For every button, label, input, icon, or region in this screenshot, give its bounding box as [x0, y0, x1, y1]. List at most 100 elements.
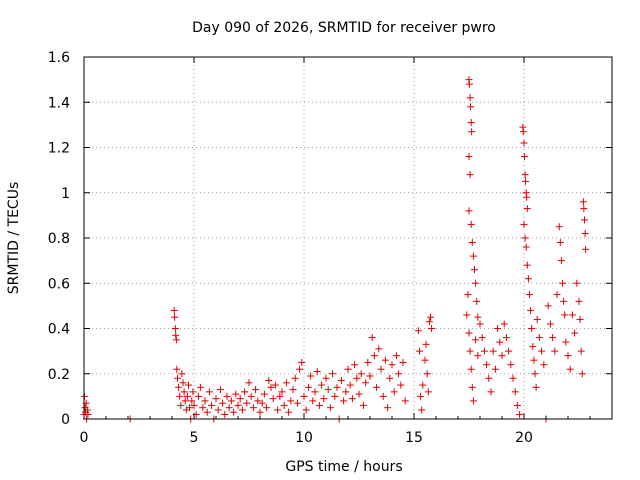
data-point [491, 365, 499, 373]
data-point [465, 80, 473, 88]
y-tick-label: 1.6 [48, 50, 70, 66]
data-point [212, 395, 220, 403]
data-point [566, 365, 574, 373]
data-point [256, 408, 264, 416]
y-tick-label: 1.2 [48, 141, 70, 157]
data-point [575, 297, 583, 305]
data-point [397, 381, 405, 389]
data-point [322, 374, 330, 382]
data-point [538, 347, 546, 355]
data-point [531, 370, 539, 378]
data-point [480, 347, 488, 355]
data-point [579, 198, 587, 206]
data-point [505, 347, 513, 355]
data-point [498, 352, 506, 360]
data-point [466, 171, 474, 179]
data-point [529, 343, 537, 351]
data-point [379, 392, 387, 400]
data-point [324, 386, 332, 394]
data-point [532, 383, 540, 391]
data-point [571, 329, 579, 337]
data-point [227, 397, 235, 405]
data-point [384, 404, 392, 412]
x-axis-label: GPS time / hours [285, 459, 402, 475]
data-point [174, 374, 181, 382]
data-point [576, 315, 584, 323]
data-point [419, 381, 427, 389]
data-point [581, 229, 589, 237]
data-point [401, 397, 409, 405]
data-point [331, 392, 339, 400]
data-point [519, 128, 527, 136]
data-point [489, 347, 497, 355]
data-point [274, 406, 282, 414]
data-point [234, 401, 242, 409]
data-point [208, 401, 216, 409]
data-point [520, 153, 528, 161]
data-point [214, 406, 222, 414]
data-point [370, 352, 378, 360]
data-point [526, 291, 533, 299]
data-point [476, 320, 484, 328]
data-point [553, 291, 561, 299]
data-point [469, 252, 477, 260]
data-point [386, 374, 394, 382]
y-tick-label: 1.4 [48, 95, 70, 111]
data-point [483, 361, 491, 369]
data-point [355, 390, 363, 398]
data-point [186, 404, 194, 412]
data-point [388, 361, 396, 369]
data-point [544, 302, 552, 310]
data-point [469, 397, 477, 405]
data-point [395, 370, 403, 378]
data-point [315, 401, 323, 409]
data-point [425, 318, 433, 326]
y-tick-label: 0.8 [48, 231, 70, 247]
data-point [511, 388, 519, 396]
data-point [171, 313, 179, 321]
data-point [468, 128, 476, 136]
data-point [247, 392, 255, 400]
data-point [175, 383, 183, 391]
data-point [353, 374, 361, 382]
data-point [465, 329, 473, 337]
data-point [172, 331, 180, 339]
data-point [245, 379, 253, 387]
data-point [577, 347, 585, 355]
data-point [84, 410, 92, 418]
data-point [523, 205, 531, 213]
y-tick-label: 0.6 [48, 276, 70, 292]
x-tick-label: 0 [80, 430, 89, 446]
data-point [201, 397, 209, 405]
data-point [527, 306, 535, 314]
data-point [466, 94, 474, 102]
data-point [359, 401, 367, 409]
x-tick-label: 20 [515, 430, 533, 446]
data-point [521, 234, 529, 242]
data-point [568, 311, 576, 319]
data-point [555, 223, 563, 231]
data-point [263, 404, 271, 412]
data-point [223, 392, 231, 400]
data-point [471, 266, 478, 274]
data-point [468, 239, 476, 247]
data-point [199, 404, 207, 412]
data-point [467, 220, 475, 228]
x-tick-label: 5 [190, 430, 199, 446]
data-point [185, 381, 192, 389]
data-point [357, 370, 365, 378]
data-point [528, 325, 536, 332]
data-point [249, 404, 257, 412]
data-point [340, 397, 348, 405]
data-point [500, 320, 508, 328]
data-point [194, 392, 202, 400]
data-point [351, 361, 359, 369]
data-point [180, 388, 188, 396]
data-point [307, 372, 315, 380]
data-point [219, 399, 227, 407]
data-point [203, 408, 211, 416]
data-point [487, 388, 495, 396]
data-point [521, 171, 529, 179]
y-tick-label: 0.4 [48, 322, 70, 338]
